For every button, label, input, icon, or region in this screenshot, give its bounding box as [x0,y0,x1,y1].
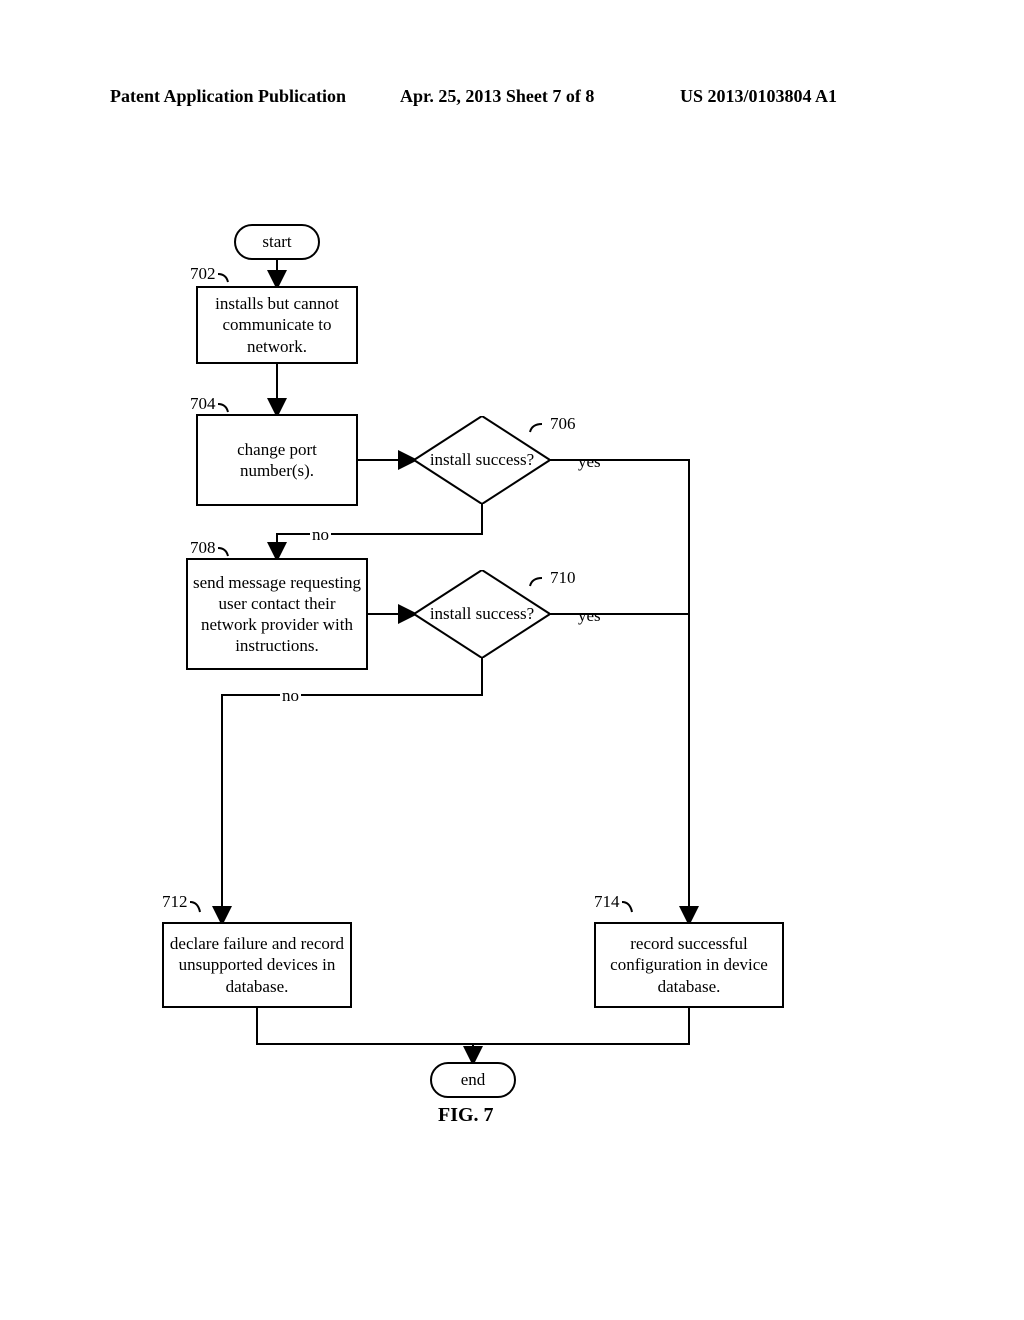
node-704-text: change port number(s). [202,439,352,482]
node-710: install success? [414,570,550,658]
end-label: end [461,1070,486,1090]
node-704: change port number(s). [196,414,358,506]
header-right: US 2013/0103804 A1 [680,86,837,107]
header-center: Apr. 25, 2013 Sheet 7 of 8 [400,86,594,107]
figure-caption: FIG. 7 [438,1104,494,1127]
start-terminator: start [234,224,320,260]
header-left: Patent Application Publication [110,86,346,107]
node-708: send message requesting user contact the… [186,558,368,670]
edge-label-no-2: no [280,686,301,706]
node-708-text: send message requesting user contact the… [192,572,362,657]
node-712: declare failure and record unsupported d… [162,922,352,1008]
node-712-text: declare failure and record unsupported d… [168,933,346,997]
node-706-text: install success? [430,450,534,470]
node-714: record successful configuration in devic… [594,922,784,1008]
edge-label-yes-1: yes [578,452,601,472]
node-706: install success? [414,416,550,504]
ref-708: 708 [190,538,216,558]
node-714-text: record successful configuration in devic… [600,933,778,997]
end-terminator: end [430,1062,516,1098]
ref-704: 704 [190,394,216,414]
ref-712: 712 [162,892,188,912]
start-label: start [262,232,291,252]
node-702: installs but cannot communicate to netwo… [196,286,358,364]
flow-edges [0,0,1024,1320]
page: Patent Application Publication Apr. 25, … [0,0,1024,1320]
node-710-text: install success? [430,604,534,624]
edge-label-yes-2: yes [578,606,601,626]
ref-714: 714 [594,892,620,912]
ref-702: 702 [190,264,216,284]
edge-label-no-1: no [310,525,331,545]
ref-710: 710 [550,568,576,588]
node-702-text: installs but cannot communicate to netwo… [202,293,352,357]
ref-706: 706 [550,414,576,434]
